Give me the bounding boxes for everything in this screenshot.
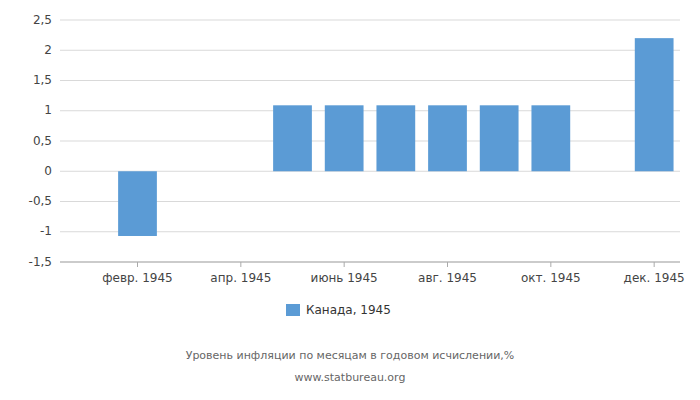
y-tick-label: 1,5 bbox=[33, 73, 52, 87]
y-tick-label: 1 bbox=[44, 103, 52, 117]
annotation: Уровень инфляции по месяцам в годовом ис… bbox=[186, 349, 515, 362]
x-tick bbox=[344, 262, 345, 267]
x-tick-label: июнь 1945 bbox=[311, 271, 378, 285]
y-tick-label: 0 bbox=[44, 164, 52, 178]
y-tick-label: -1,5 bbox=[29, 255, 52, 269]
annotation: www.statbureau.org bbox=[295, 371, 406, 384]
grid-line bbox=[60, 110, 680, 111]
y-tick-label: 2,5 bbox=[33, 13, 52, 27]
x-tick-label: окт. 1945 bbox=[521, 271, 581, 285]
x-axis-line bbox=[60, 262, 680, 263]
bar bbox=[118, 171, 157, 236]
x-tick-label: апр. 1945 bbox=[210, 271, 271, 285]
bar bbox=[531, 105, 570, 171]
grid bbox=[60, 20, 680, 262]
x-tick-label: февр. 1945 bbox=[102, 271, 173, 285]
grid-line bbox=[60, 20, 680, 21]
x-tick bbox=[240, 262, 241, 267]
grid-line bbox=[60, 50, 680, 51]
grid-line bbox=[60, 80, 680, 81]
bar bbox=[635, 38, 674, 171]
grid-line bbox=[60, 262, 680, 263]
chart: -1,5 -1 -0,5 0 0,5 1 1,5 2 2,5 февр. 1945 апр. 194… bbox=[0, 0, 700, 400]
legend-label: Канада, 1945 bbox=[306, 303, 391, 317]
x-tick bbox=[447, 262, 448, 267]
y-tick-label: 2 bbox=[44, 43, 52, 57]
y-tick-label: 0,5 bbox=[33, 134, 52, 148]
x-tick bbox=[137, 262, 138, 267]
x-tick-label: авг. 1945 bbox=[418, 271, 477, 285]
bar bbox=[376, 105, 415, 171]
bars bbox=[118, 38, 673, 236]
x-tick bbox=[550, 262, 551, 267]
legend: Канада, 1945 bbox=[286, 303, 391, 317]
x-tick bbox=[654, 262, 655, 267]
legend-swatch bbox=[286, 304, 300, 316]
grid-line bbox=[60, 141, 680, 142]
x-tick-label: дек. 1945 bbox=[624, 271, 685, 285]
bar bbox=[428, 105, 467, 171]
bar bbox=[480, 105, 519, 171]
bar bbox=[273, 105, 312, 171]
bar bbox=[325, 105, 364, 171]
y-tick-label: -1 bbox=[40, 224, 52, 238]
y-tick-label: -0,5 bbox=[29, 194, 52, 208]
